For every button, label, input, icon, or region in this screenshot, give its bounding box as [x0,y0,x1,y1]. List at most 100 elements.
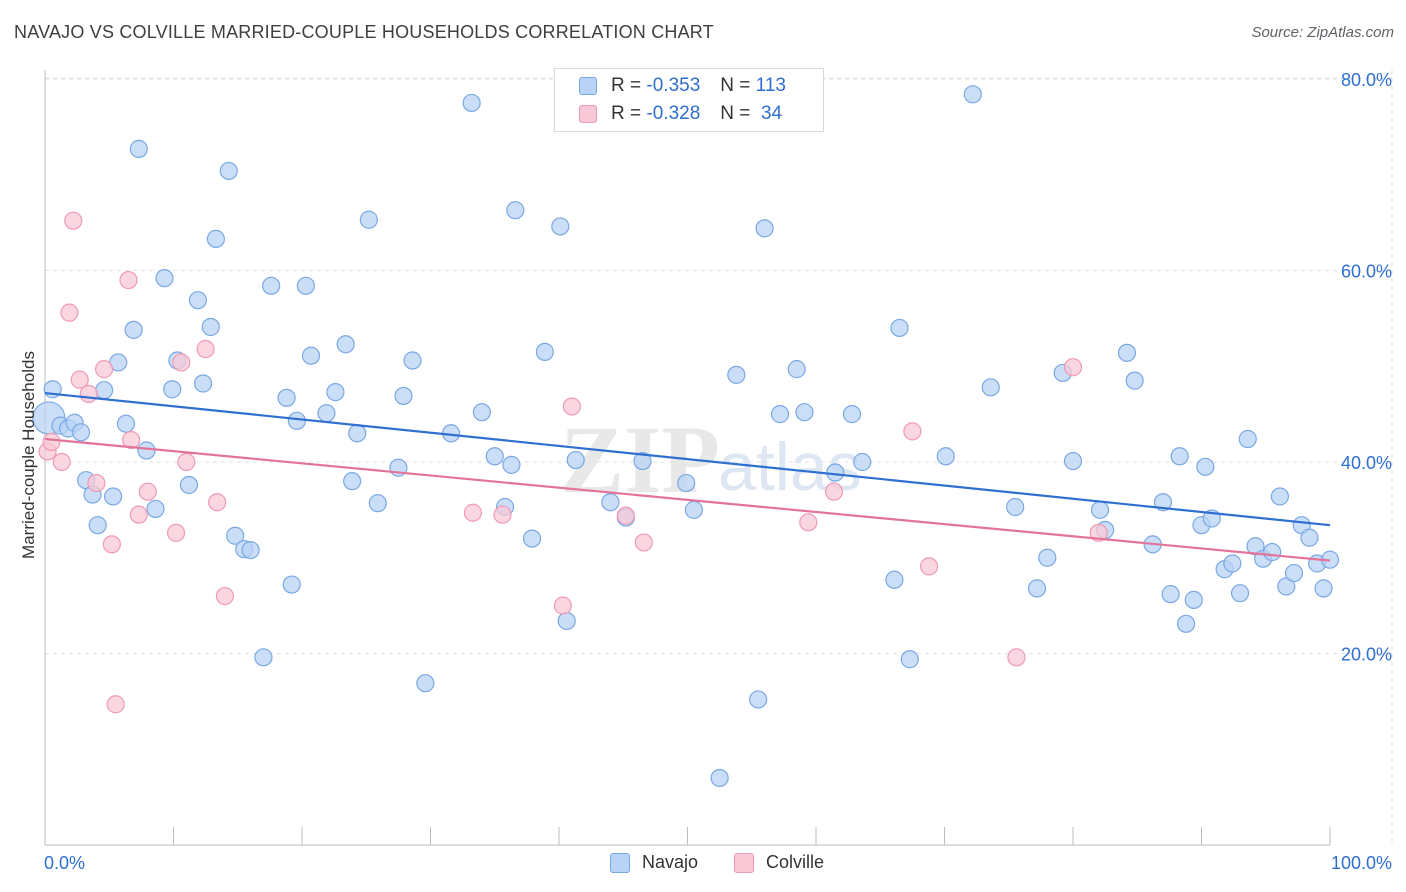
navajo-point [551,217,570,236]
colville-point [919,557,939,576]
navajo-point [359,210,378,229]
navajo-point [677,473,696,493]
navajo-point [795,403,814,422]
navajo-point [179,475,199,495]
navajo-legend-label: Navajo [642,852,699,872]
navajo-point [770,405,790,424]
navajo-point [1314,579,1333,598]
navajo-trend-line [44,391,1331,527]
navajo-point [296,276,315,295]
colville-n-label: N = [720,103,751,124]
gridlines [45,70,1393,845]
navajo-point [262,276,281,295]
navajo-point [1196,457,1215,476]
colville-swatch [579,105,597,123]
colville-point [1089,523,1108,542]
navajo-point [506,201,525,220]
navajo-point [963,85,982,104]
navajo-point [826,463,845,482]
colville-point [196,339,215,359]
navajo-point [1263,542,1282,562]
navajo-point [981,378,1000,397]
navajo-point [336,335,355,354]
navajo-point [193,374,213,393]
navajo-point [1161,585,1180,604]
navajo-point [684,500,704,519]
navajo-point [749,690,768,709]
navajo-point [601,493,620,512]
colville-point [1007,648,1026,667]
navajo-point [1184,590,1203,609]
colville-n-value: 34 [760,103,783,124]
navajo-point [885,570,904,589]
navajo-point [254,648,273,667]
navajo-point [206,229,226,249]
navajo-point [394,386,413,406]
navajo-point [566,450,585,470]
colville-legend-label: Colville [766,852,825,872]
x-tick-label-max: 100.0% [1331,853,1392,873]
navajo-point [1230,584,1250,603]
navajo-point [900,650,919,669]
colville-point [172,353,191,372]
navajo-point [1063,451,1083,471]
colville-point [824,482,844,501]
y-tick-label: 20.0% [1341,645,1392,665]
navajo-point [1006,497,1025,517]
navajo-point [129,139,148,158]
navajo-point [1125,371,1144,390]
navajo-point [1090,500,1110,519]
navajo-point [472,403,491,422]
navajo-point [853,452,872,472]
navajo-n-label: N = [720,75,751,96]
colville-point [177,452,196,472]
navajo-point [727,365,746,384]
navajo-point [71,423,91,442]
navajo-point [1277,577,1296,596]
colville-point [106,695,125,714]
navajo-point [1284,563,1304,583]
colville-point [52,452,71,472]
navajo-point [842,405,862,424]
colville-point [616,506,635,525]
colville-point [208,493,227,512]
navajo-r-value: -0.353 [646,75,701,96]
colville-point [634,533,653,552]
navajo-point [301,346,321,365]
navajo-point [155,269,174,288]
navajo-swatch [579,77,597,95]
navajo-point [403,351,422,370]
colville-point [70,370,89,389]
colville-point [121,430,141,450]
stats-legend: R = -0.353 N = 113 R = -0.328 N = 34 [554,68,824,132]
colville-point [562,397,581,416]
navajo-point [241,540,260,560]
colville-point [79,384,98,404]
navajo-point [1117,343,1137,362]
navajo-r-label: R = [611,75,642,96]
colville-point [87,473,106,493]
navajo-n-value: 113 [755,75,786,96]
colville-point [493,505,512,524]
colville-point [903,422,922,441]
y-tick-label: 40.0% [1341,453,1392,473]
navajo-point [1038,548,1057,567]
colville-point [119,270,138,290]
navajo-point [326,383,345,402]
colville-point [463,503,483,522]
source-label: Source: ZipAtlas.com [1251,24,1394,41]
bottom-legend-navajo: Navajo [610,852,698,873]
navajo-point [219,161,238,181]
colville-legend-swatch [734,852,754,873]
colville-point [95,360,114,379]
y-tick-label: 80.0% [1341,70,1392,90]
navajo-point [535,342,554,361]
navajo-point [416,674,435,693]
bottom-legend-colville: Colville [734,852,824,873]
navajo-point [95,381,114,400]
colville-point [64,211,83,230]
trend-lines [44,391,1331,562]
colville-point [102,535,121,554]
navajo-point [522,529,542,548]
